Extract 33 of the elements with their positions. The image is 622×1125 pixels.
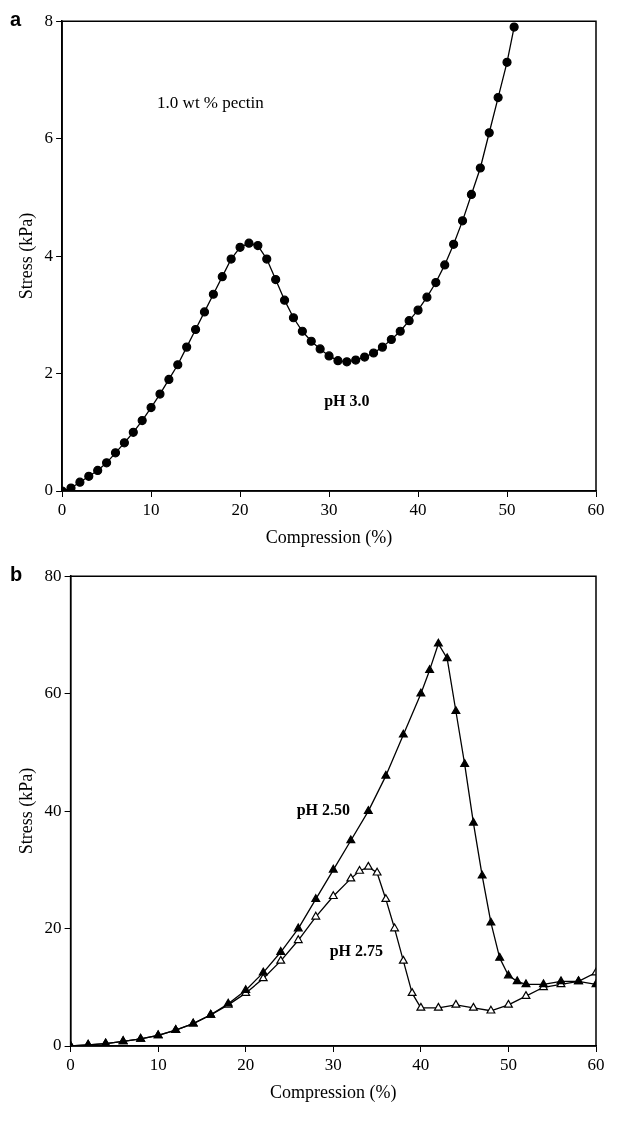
x-axis-title: Compression (%): [270, 1081, 397, 1103]
x-tick-label: 40: [409, 499, 427, 519]
y-tick-label: 40: [44, 800, 62, 820]
y-tick-label: 20: [44, 918, 62, 938]
y-tick-label: 60: [44, 683, 62, 703]
y-tick-label: 4: [44, 245, 54, 265]
x-tick-label: 50: [499, 1054, 517, 1074]
y-tick-label: 6: [44, 128, 54, 148]
series-label: pH 3.0: [324, 391, 370, 410]
x-tick-label: 10: [142, 499, 160, 519]
y-tick-label: 0: [44, 480, 54, 500]
x-tick-label: 40: [412, 1054, 430, 1074]
y-tick-label: 0: [53, 1035, 62, 1055]
x-axis-title: Compression (%): [265, 526, 393, 548]
x-tick-label: 20: [237, 1054, 255, 1074]
x-tick-label: 20: [231, 499, 249, 519]
y-axis-title: Stress (kPa): [15, 212, 37, 300]
x-tick-label: 60: [587, 499, 605, 519]
x-tick-label: 0: [66, 1054, 75, 1074]
chart-title: b: [10, 562, 23, 585]
y-tick-label: 2: [44, 363, 54, 383]
x-tick-label: 10: [149, 1054, 167, 1074]
chart-title: a: [10, 7, 22, 30]
series-label: pH 2.75: [329, 942, 383, 961]
x-tick-label: 60: [587, 1054, 605, 1074]
series-label: pH 2.50: [296, 801, 350, 820]
x-tick-label: 30: [320, 499, 338, 519]
x-tick-label: 50: [498, 499, 516, 519]
y-tick-label: 80: [44, 565, 62, 585]
y-tick-label: 8: [44, 10, 54, 30]
y-axis-title: Stress (kPa): [15, 767, 37, 855]
annotation: 1.0 wt % pectin: [157, 92, 265, 112]
x-tick-label: 30: [324, 1054, 342, 1074]
